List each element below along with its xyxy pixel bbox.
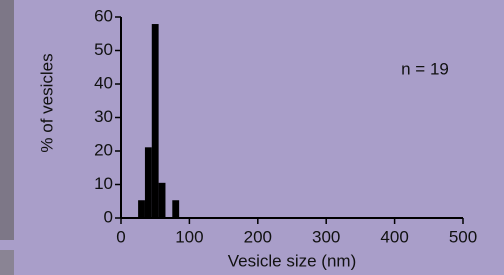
bar — [145, 147, 152, 218]
x-tick-label: 400 — [380, 227, 408, 246]
bar — [152, 24, 159, 218]
bar — [172, 200, 179, 218]
page: % of vesicles Vesicle size (nm) n = 19 0… — [0, 0, 504, 275]
bar — [138, 200, 145, 218]
chart: % of vesicles Vesicle size (nm) n = 19 0… — [0, 0, 504, 275]
y-tick-label: 20 — [94, 140, 113, 159]
y-tick-label: 50 — [94, 40, 113, 59]
x-tick-label: 100 — [175, 227, 203, 246]
y-axis-label: % of vesicles — [37, 53, 56, 152]
x-tick-label: 200 — [244, 227, 272, 246]
x-tick-label: 500 — [449, 227, 477, 246]
x-tick-label: 0 — [116, 227, 125, 246]
y-tick-label: 0 — [104, 207, 113, 226]
y-tick-label: 30 — [94, 107, 113, 126]
annotation: n = 19 — [401, 59, 449, 78]
x-axis-label: Vesicle size (nm) — [228, 251, 356, 270]
image-strip — [0, 0, 14, 240]
bar — [159, 183, 166, 218]
image-strip — [0, 250, 14, 275]
y-tick-label: 10 — [94, 174, 113, 193]
x-tick-label: 300 — [312, 227, 340, 246]
y-tick-label: 40 — [94, 73, 113, 92]
y-tick-label: 60 — [94, 6, 113, 25]
